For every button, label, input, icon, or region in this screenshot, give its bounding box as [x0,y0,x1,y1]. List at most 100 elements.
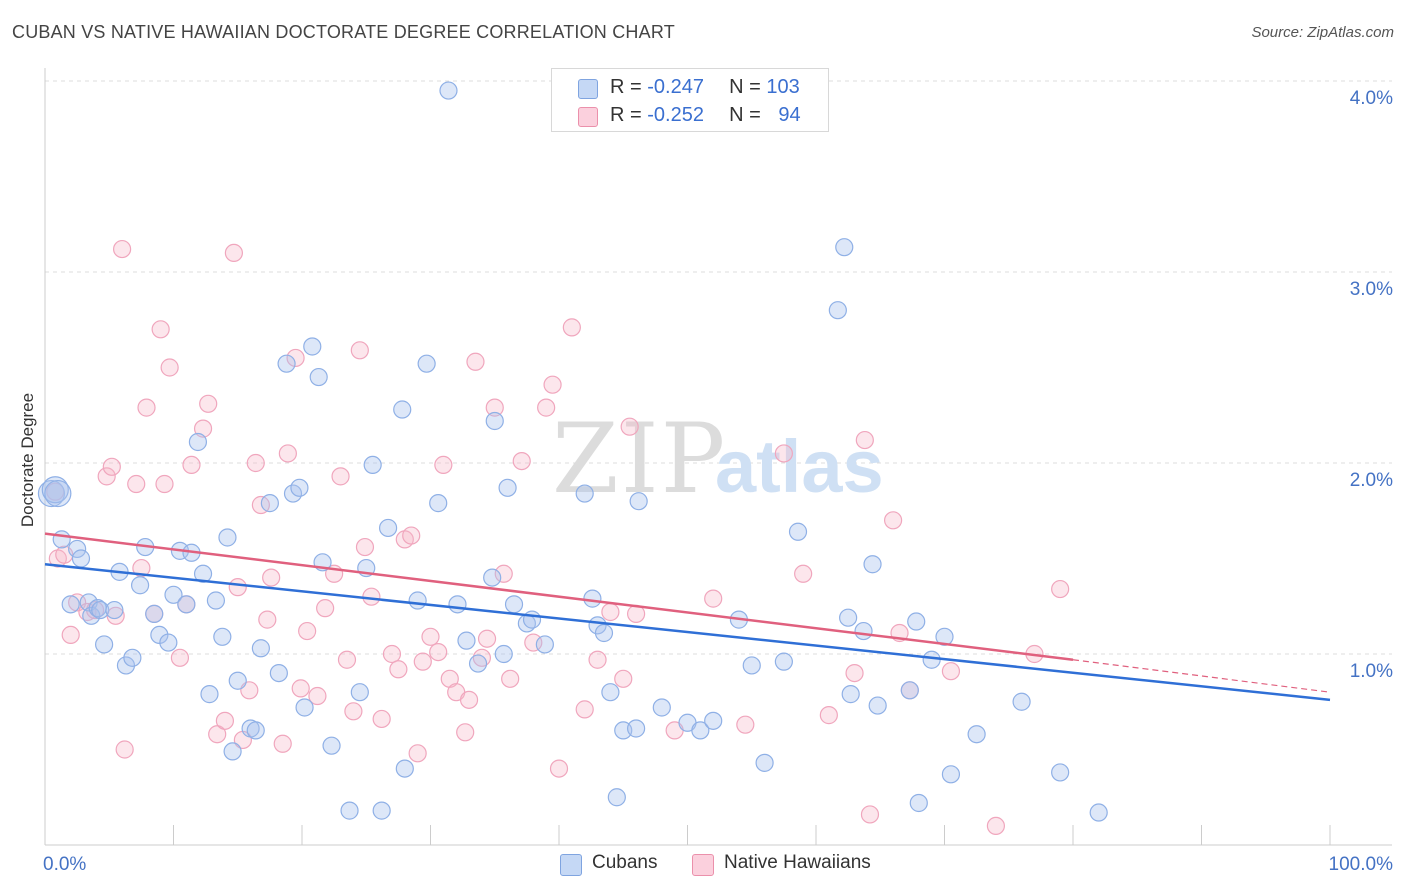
point-cuban [652,698,671,717]
point-native-hawaiian [883,511,903,530]
point-native-hawaiian [251,495,270,515]
point-native-hawaiian [614,669,633,688]
point-cuban [177,595,196,614]
point-native-hawaiian [337,650,357,669]
point-cuban [223,742,242,761]
y-tick-label: 3.0% [1350,279,1393,300]
point-cuban [295,698,314,717]
point-cuban [218,528,237,547]
point-cuban [704,711,723,730]
point-cuban [95,635,114,654]
watermark-zip: ZIP [552,403,727,515]
point-cuban [1012,692,1031,711]
point-native-hawaiian [794,564,813,583]
point-cuban [68,539,87,559]
point-cuban [468,654,488,673]
point-cuban [457,631,476,650]
point-cuban [130,576,150,595]
legend-swatch-cubans [578,79,598,99]
point-cuban [350,683,369,702]
point-native-hawaiian [331,467,350,486]
point-native-hawaiian [61,625,80,645]
point-cuban [448,595,467,614]
point-cuban [91,600,110,620]
point-native-hawaiian [278,444,297,463]
point-native-hawaiian [494,564,513,583]
point-cuban [498,478,517,497]
point-native-hawaiian [102,457,121,476]
point-native-hawaiian [344,702,363,721]
point-cuban [485,411,504,431]
trend-line-cubans [44,562,1331,702]
y-tick-label: 4.0% [1350,88,1393,109]
watermark-atlas: atlas [715,425,884,508]
point-cuban [941,765,961,784]
point-cuban [213,627,232,646]
correlation-legend: R = -0.247 N = 103 R = -0.252 N = 94 [551,68,829,132]
point-cuban [37,479,66,508]
point-native-hawaiian [1051,579,1070,599]
point-cuban [41,476,69,504]
point-native-hawaiian [524,633,543,652]
point-native-hawaiian [182,455,201,475]
point-cuban [900,681,919,700]
point-native-hawaiian [127,474,146,494]
point-cuban [607,788,626,807]
point-cuban [116,656,136,675]
point-cuban [629,492,648,511]
point-cuban [788,522,808,541]
point-cuban [71,549,91,568]
point-native-hawaiian [537,398,556,417]
point-cuban [854,621,873,641]
point-native-hawaiian [228,578,247,597]
point-native-hawaiian [819,706,838,725]
point-cuban [594,623,614,643]
legend-r-value: -0.252 [647,104,704,126]
point-native-hawaiian [485,398,504,417]
point-native-hawaiian [286,348,305,368]
point-native-hawaiian [350,341,369,360]
point-cuban [395,759,414,778]
point-cuban [835,238,854,257]
point-native-hawaiian [112,239,132,259]
point-cuban [322,736,341,755]
point-cuban [583,589,602,608]
bottom-legend-swatch-cubans [560,854,582,876]
y-tick-label: 1.0% [1350,661,1393,682]
point-native-hawaiian [620,417,639,436]
point-cuban [105,600,124,620]
point-native-hawaiian [860,805,880,824]
point-native-hawaiian [456,723,475,742]
point-cuban [429,494,448,513]
point-native-hawaiian [421,627,440,646]
point-native-hawaiian [160,358,179,377]
point-cuban [61,595,80,614]
point-cuban [260,494,279,513]
legend-swatch-hawaiians [578,107,598,127]
point-cuban [691,721,710,740]
legend-row-hawaiians: R = -0.252 N = 94 [552,101,828,129]
point-cuban [839,608,858,627]
point-cuban [575,484,594,503]
point-cuban [340,801,359,820]
point-cuban [907,612,926,631]
points-cubans [37,81,1108,822]
point-native-hawaiian [155,474,174,494]
point-cuban [277,354,296,373]
point-native-hawaiian [97,467,116,486]
trend-line-hawaiians [44,532,1074,661]
legend-row-cubans: R = -0.247 N = 103 [552,73,828,101]
point-native-hawaiian [262,568,281,587]
point-cuban [145,604,164,623]
point-native-hawaiian [308,686,327,706]
point-native-hawaiian [382,644,402,664]
bottom-legend-swatch-hawaiians [692,854,714,876]
point-cuban [206,591,226,610]
grid-lines [45,80,1392,655]
point-cuban [372,801,391,820]
point-cuban [439,81,458,100]
point-native-hawaiian [588,650,607,669]
legend-n-value: 94 [778,104,801,126]
point-native-hawaiian [736,715,755,734]
point-cuban [601,683,620,702]
